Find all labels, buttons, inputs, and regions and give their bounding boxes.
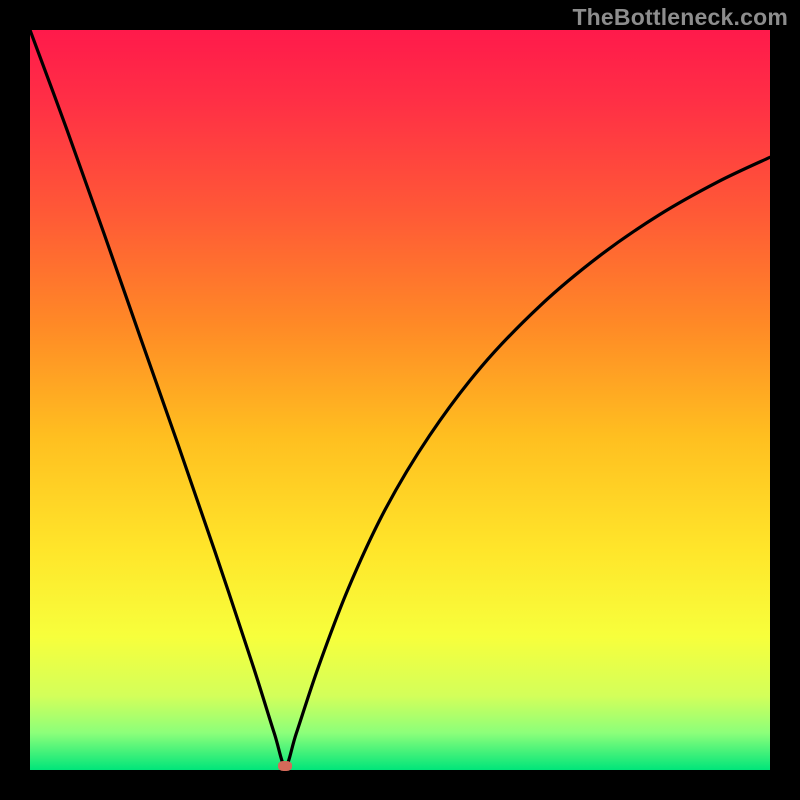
gradient-background	[30, 30, 770, 770]
bottleneck-curve	[30, 30, 770, 770]
plot-area	[30, 30, 770, 770]
optimum-marker	[278, 761, 292, 771]
watermark-text: TheBottleneck.com	[572, 4, 788, 31]
